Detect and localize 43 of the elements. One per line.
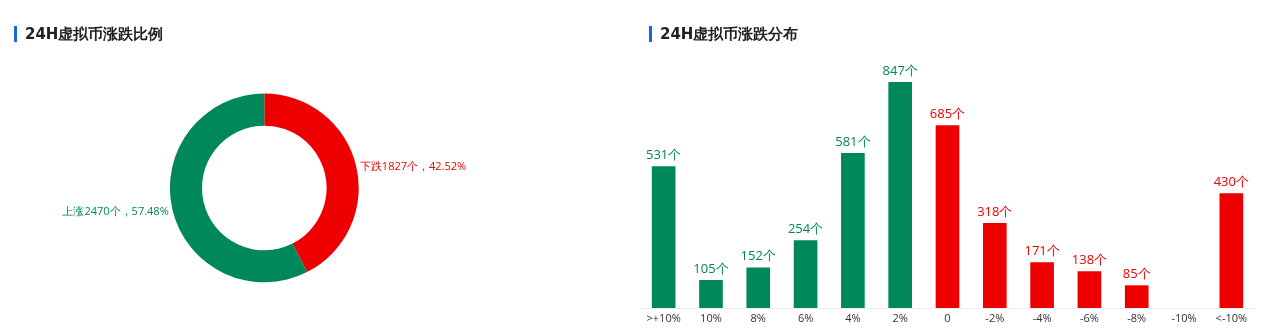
donut-slice: [264, 93, 359, 273]
data-label: 171个: [1024, 241, 1060, 260]
bar: [746, 267, 771, 308]
bar: [699, 279, 723, 308]
x-tick-label: >+10%: [646, 310, 681, 326]
slice-label: 下跌1827个，42.52%: [359, 158, 467, 174]
bar: [935, 125, 960, 308]
data-label: 152个: [740, 246, 776, 265]
x-tick-label: -6%: [1079, 310, 1099, 326]
donut-slice: [169, 93, 308, 283]
data-label: 430个: [1213, 172, 1249, 191]
x-tick-label: 4%: [845, 310, 861, 326]
bar: [793, 240, 818, 308]
data-label: 105个: [693, 258, 729, 277]
bar: [982, 223, 1007, 308]
data-label: 685个: [929, 104, 966, 123]
chart-title: 24H虚拟币涨跌比例: [25, 24, 164, 44]
bar: [841, 152, 865, 308]
x-tick-label: -8%: [1127, 310, 1147, 326]
x-tick-label: 6%: [797, 310, 814, 326]
data-label: 254个: [787, 219, 824, 238]
data-label: 581个: [835, 131, 871, 150]
bar: [888, 81, 913, 308]
bar: [1077, 271, 1102, 308]
bar: [1030, 262, 1054, 308]
slice-label: 上涨2470个，57.48%: [62, 202, 169, 218]
x-tick-label: 8%: [750, 310, 766, 326]
bar: [651, 166, 676, 308]
bar: [1124, 285, 1149, 308]
x-tick-label: -10%: [1171, 310, 1197, 326]
x-tick-label: -2%: [985, 310, 1005, 326]
x-tick-label: <-10%: [1215, 310, 1248, 326]
chart-title: 24H虚拟币涨跌分布: [660, 24, 799, 44]
bar: [1219, 193, 1244, 308]
x-tick-label: 2%: [892, 310, 908, 326]
x-tick-label: -4%: [1032, 310, 1052, 326]
data-label: 85个: [1122, 264, 1151, 283]
x-tick-label: 10%: [700, 310, 722, 326]
data-label: 847个: [882, 60, 918, 79]
data-label: 138个: [1071, 250, 1108, 269]
data-label: 531个: [646, 145, 682, 164]
x-tick-label: 0: [944, 310, 951, 326]
data-label: 318个: [977, 202, 1013, 221]
